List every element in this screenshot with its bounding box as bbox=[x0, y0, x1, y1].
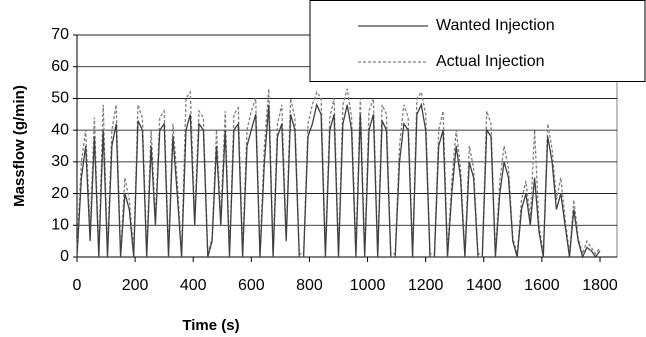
y-tick-label: 70 bbox=[51, 26, 69, 43]
y-tick-label: 50 bbox=[51, 90, 69, 107]
x-tick-label: 800 bbox=[296, 277, 323, 294]
x-tick-label: 1400 bbox=[466, 277, 502, 294]
y-tick-label: 20 bbox=[51, 185, 69, 202]
x-tick-label: 600 bbox=[238, 277, 265, 294]
x-tick-label: 200 bbox=[122, 277, 149, 294]
legend-box bbox=[309, 0, 646, 82]
legend-label: Actual Injection bbox=[436, 53, 545, 70]
data-line bbox=[76, 88, 601, 257]
legend-label: Wanted Injection bbox=[436, 17, 555, 34]
y-axis-title: Massflow (g/min) bbox=[11, 85, 28, 207]
x-tick-label: 1200 bbox=[408, 277, 444, 294]
x-tick-label: 1000 bbox=[350, 277, 386, 294]
x-tick-label: 1800 bbox=[582, 277, 618, 294]
x-tick-label: 1600 bbox=[524, 277, 560, 294]
x-tick-label: 400 bbox=[180, 277, 207, 294]
x-tick-label: 0 bbox=[73, 277, 82, 294]
y-tick-label: 10 bbox=[51, 217, 69, 234]
x-axis-title: Time (s) bbox=[182, 317, 239, 334]
y-tick-label: 30 bbox=[51, 153, 69, 170]
y-tick-label: 40 bbox=[51, 121, 69, 138]
y-tick-label: 0 bbox=[60, 248, 69, 265]
y-tick-label: 60 bbox=[51, 58, 69, 75]
data-line bbox=[76, 102, 601, 259]
